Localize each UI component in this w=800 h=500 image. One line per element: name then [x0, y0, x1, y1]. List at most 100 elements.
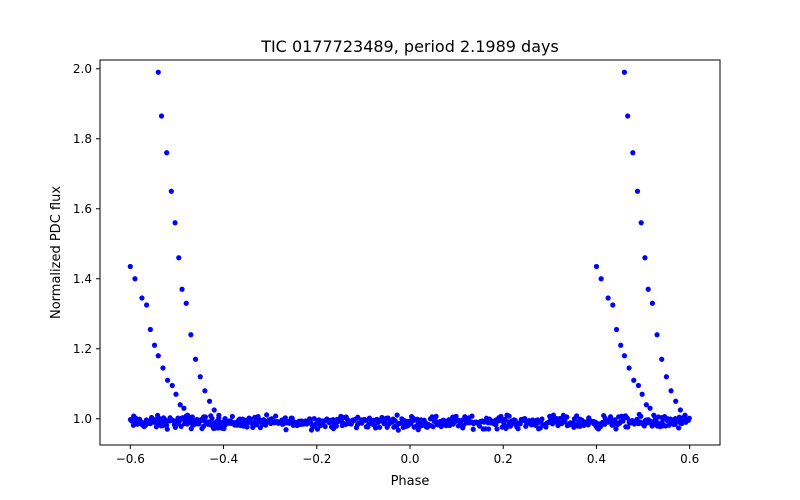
data-point-baseline: [433, 413, 439, 419]
data-point-baseline: [283, 427, 289, 433]
data-point: [172, 220, 178, 226]
data-point: [673, 398, 679, 404]
data-point-baseline: [209, 415, 215, 422]
data-point-baseline: [200, 423, 207, 430]
data-point: [164, 150, 170, 156]
data-point-baseline: [564, 414, 570, 420]
y-axis-label: Normalized PDC flux: [49, 186, 64, 319]
data-point-baseline: [485, 426, 492, 432]
data-point: [593, 263, 600, 270]
data-point: [189, 414, 195, 420]
x-axis-label: Phase: [391, 474, 430, 489]
x-tick-label: 0.0: [400, 452, 419, 466]
data-point: [188, 332, 194, 338]
data-point: [158, 113, 165, 119]
data-point-baseline: [501, 421, 507, 427]
data-point: [176, 255, 182, 261]
data-point: [660, 416, 666, 423]
data-point-baseline: [502, 416, 508, 422]
data-point-baseline: [574, 413, 580, 419]
data-point: [643, 402, 649, 408]
data-point: [202, 418, 208, 424]
data-point: [197, 374, 203, 380]
data-point-baseline: [322, 423, 328, 430]
data-point-baseline: [562, 418, 568, 425]
data-point-baseline: [392, 418, 398, 424]
data-point-baseline: [666, 422, 672, 428]
data-point-baseline: [539, 416, 545, 422]
data-point: [625, 113, 631, 119]
data-point-baseline: [314, 426, 321, 432]
data-point-baseline: [395, 427, 401, 433]
data-point-baseline: [202, 414, 209, 420]
data-point: [177, 402, 183, 408]
data-point-baseline: [470, 426, 476, 432]
y-tick-label: 1.4: [73, 272, 92, 286]
data-point: [668, 418, 674, 424]
x-axis-ticks: −0.6 −0.4 −0.2 0.0 0.2 0.4 0.6: [116, 445, 699, 466]
y-tick-label: 1.6: [73, 202, 92, 216]
data-point-baseline: [638, 413, 644, 419]
data-point: [206, 398, 213, 404]
data-point: [613, 326, 620, 333]
data-point: [605, 295, 611, 301]
data-point-baseline: [477, 423, 483, 429]
data-point: [621, 353, 628, 359]
data-point-baseline: [607, 414, 614, 420]
data-point-baseline: [244, 424, 250, 430]
data-point: [160, 365, 166, 371]
data-point: [132, 276, 138, 282]
data-point-baseline: [676, 425, 682, 431]
data-point-baseline: [160, 423, 166, 429]
data-point: [663, 374, 669, 380]
data-point: [651, 412, 657, 418]
data-points: [127, 69, 692, 433]
data-point: [164, 377, 171, 383]
data-point: [144, 302, 150, 308]
data-point-baseline: [625, 424, 631, 430]
y-tick-label: 1.2: [73, 342, 92, 356]
data-point: [183, 300, 189, 306]
data-point-baseline: [311, 416, 317, 422]
x-tick-label: −0.4: [209, 452, 238, 466]
data-point: [211, 407, 217, 413]
data-point-baseline: [372, 425, 379, 431]
data-point: [179, 286, 185, 292]
data-point-baseline: [686, 415, 692, 421]
data-point-baseline: [430, 424, 436, 430]
data-point-baseline: [264, 412, 270, 418]
data-point-baseline: [164, 426, 170, 432]
data-point-baseline: [188, 426, 194, 432]
x-tick-label: 0.6: [680, 452, 699, 466]
y-axis-ticks: 1.0 1.2 1.4 1.6 1.8 2.0: [73, 62, 100, 426]
data-point: [151, 342, 158, 348]
data-point: [630, 150, 636, 156]
data-point: [181, 405, 187, 411]
data-point-baseline: [469, 413, 475, 419]
data-point: [631, 377, 637, 383]
data-point: [626, 365, 632, 371]
data-point: [655, 414, 662, 420]
data-point: [173, 391, 179, 397]
data-point-baseline: [282, 415, 288, 421]
data-point: [639, 391, 645, 397]
data-point: [642, 255, 648, 261]
data-point-baseline: [493, 422, 499, 428]
data-point: [168, 188, 174, 194]
data-point: [635, 382, 642, 389]
data-point: [618, 342, 624, 348]
data-point: [598, 276, 604, 282]
data-point-baseline: [133, 415, 139, 421]
data-point: [206, 419, 213, 425]
chart-title: TIC 0177723489, period 2.1989 days: [260, 37, 559, 56]
x-tick-label: 0.4: [587, 452, 606, 466]
data-point-baseline: [333, 423, 339, 429]
data-point-baseline: [152, 417, 158, 423]
data-point: [155, 353, 161, 359]
data-point: [194, 416, 200, 423]
y-tick-label: 1.8: [73, 132, 92, 146]
data-point: [638, 220, 644, 226]
data-point: [645, 286, 651, 292]
x-tick-label: −0.6: [116, 452, 145, 466]
data-point-baseline: [506, 413, 512, 419]
